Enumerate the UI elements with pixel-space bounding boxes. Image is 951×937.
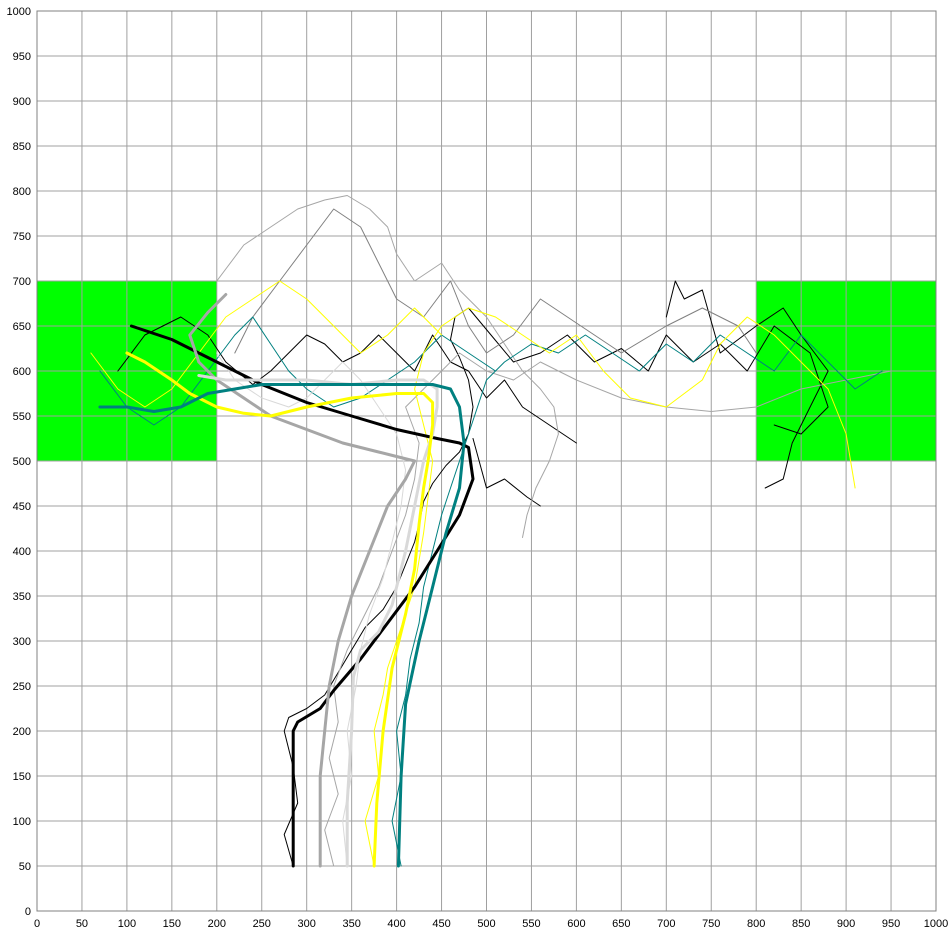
y-tick-label-450: 450: [13, 501, 31, 513]
x-tick-label-1000: 1000: [924, 918, 948, 930]
x-tick-label-950: 950: [882, 918, 900, 930]
background-trajectory-7: [324, 352, 892, 867]
x-tick-label-450: 450: [432, 918, 450, 930]
plot-border: [36, 10, 937, 912]
y-tick-label-250: 250: [13, 681, 31, 693]
y-tick-label-600: 600: [13, 366, 31, 378]
background-trajectory-3: [472, 438, 541, 507]
background-trajectory-6: [216, 195, 559, 538]
x-tick-label-100: 100: [118, 918, 136, 930]
main-trajectory-4: [125, 351, 435, 868]
x-tick-labels: 0 50 100 150 200 250 300 350 400 450 500 550 600 650 7…: [34, 918, 948, 930]
x-tick-label-0: 0: [34, 918, 40, 930]
x-tick-label-800: 800: [747, 918, 765, 930]
y-tick-label-900: 900: [13, 96, 31, 108]
y-tick-label-750: 750: [13, 231, 31, 243]
main-trajectory-2: [188, 293, 417, 868]
x-tick-label-250: 250: [253, 918, 271, 930]
x-tick-label-850: 850: [792, 918, 810, 930]
main-trajectory-3: [197, 374, 439, 868]
x-tick-label-50: 50: [76, 918, 88, 930]
y-tick-label-950: 950: [13, 51, 31, 63]
x-tick-label-700: 700: [657, 918, 675, 930]
y-tick-label-50: 50: [19, 861, 31, 873]
main-trajectory-1: [129, 324, 475, 868]
main-trajectories: [98, 293, 475, 868]
x-tick-label-500: 500: [477, 918, 495, 930]
y-tick-label-1000: 1000: [7, 6, 31, 18]
y-tick-label-350: 350: [13, 591, 31, 603]
y-tick-label-550: 550: [13, 411, 31, 423]
background-trajectory-12: [216, 352, 407, 867]
background-trajectories: [90, 195, 892, 867]
x-tick-label-600: 600: [567, 918, 585, 930]
x-tick-label-900: 900: [837, 918, 855, 930]
background-trajectory-4: [665, 280, 829, 489]
background-trajectory-10: [364, 307, 856, 867]
y-tick-label-200: 200: [13, 726, 31, 738]
x-tick-label-150: 150: [163, 918, 181, 930]
y-tick-label-800: 800: [13, 186, 31, 198]
x-tick-label-400: 400: [387, 918, 405, 930]
y-tick-label-400: 400: [13, 546, 31, 558]
x-tick-label-650: 650: [612, 918, 630, 930]
axes: [36, 10, 937, 912]
background-trajectory-5: [234, 208, 757, 354]
x-tick-label-350: 350: [342, 918, 360, 930]
y-tick-label-650: 650: [13, 321, 31, 333]
x-tick-label-200: 200: [208, 918, 226, 930]
y-tick-label-850: 850: [13, 141, 31, 153]
grid-lines: [36, 10, 937, 912]
y-tick-label-150: 150: [13, 771, 31, 783]
background-trajectory-1: [283, 307, 829, 867]
x-tick-label-550: 550: [522, 918, 540, 930]
background-trajectory-11: [90, 280, 443, 408]
main-trajectory-5: [98, 383, 466, 868]
x-tick-label-750: 750: [702, 918, 720, 930]
y-tick-label-100: 100: [13, 816, 31, 828]
y-tick-label-700: 700: [13, 276, 31, 288]
y-tick-labels: 0 50 100 150 200 250 300 350 400 450 500 550 600 650 7…: [7, 6, 31, 918]
y-tick-label-300: 300: [13, 636, 31, 648]
x-tick-label-300: 300: [298, 918, 316, 930]
y-tick-label-500: 500: [13, 456, 31, 468]
y-tick-label-0: 0: [25, 906, 31, 918]
